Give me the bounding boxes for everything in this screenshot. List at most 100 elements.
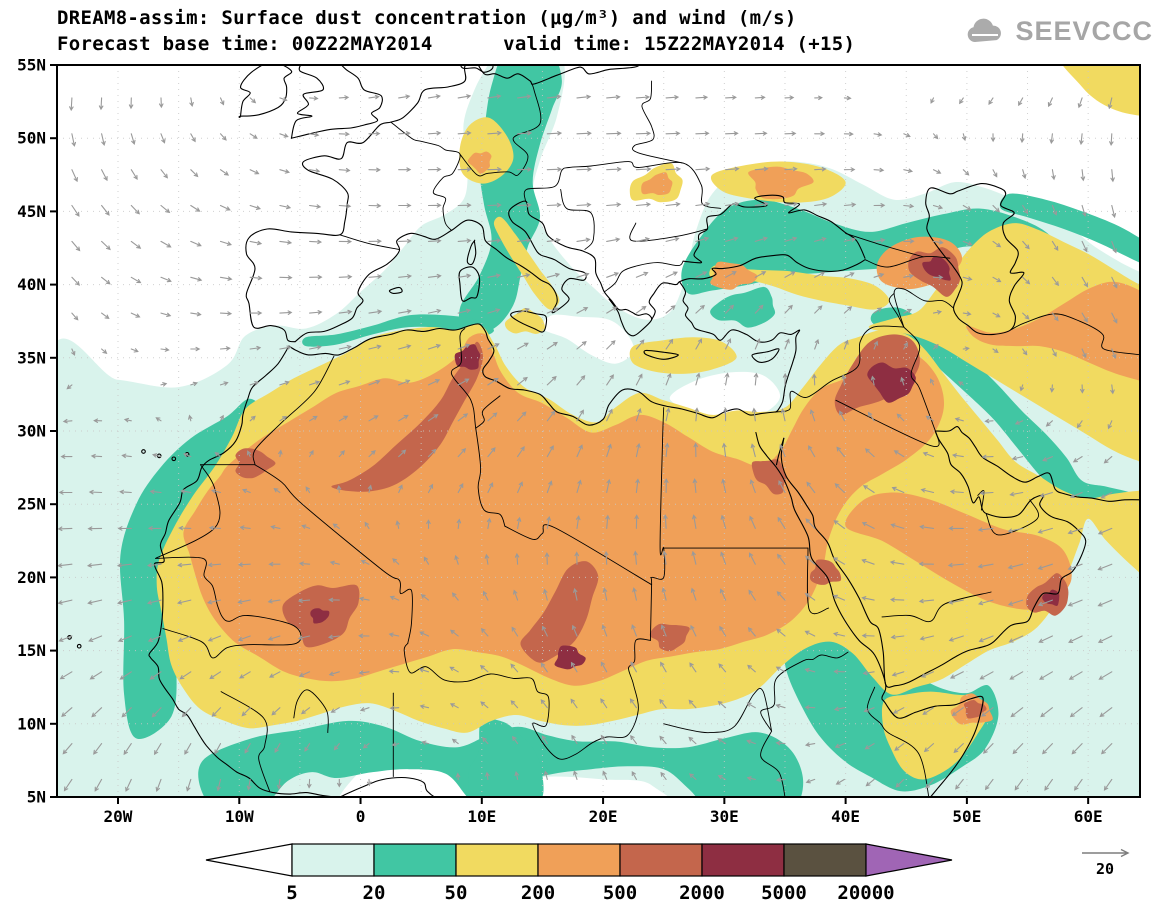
country-border <box>504 524 653 586</box>
country-border <box>888 292 905 328</box>
map-subtitle: Forecast base time: 00Z22MAY2014 valid t… <box>57 33 856 55</box>
country-border <box>629 222 708 242</box>
coastline <box>477 65 641 85</box>
island-mark <box>76 643 82 649</box>
country-border <box>560 188 595 250</box>
colorbar-arrow-left <box>205 843 293 877</box>
country-border <box>774 325 905 413</box>
contour-region-yellow <box>504 307 545 334</box>
lat-tick-label: 40N <box>17 275 46 294</box>
country-border <box>339 234 400 250</box>
colorbar-arrow-right <box>865 843 953 877</box>
country-border <box>881 591 992 623</box>
lat-tick-label: 25N <box>17 495 46 514</box>
lon-tick-label: 20E <box>589 807 618 826</box>
contour-hole-ionian <box>541 314 634 364</box>
coastline <box>290 65 383 139</box>
lat-tick-label: 20N <box>17 568 46 587</box>
contour-region-teal <box>468 718 544 797</box>
country-border <box>1010 313 1140 356</box>
contour-region-yellow <box>493 216 560 310</box>
country-border <box>760 730 786 797</box>
contour-region-yellow <box>629 337 737 374</box>
dust-contours <box>57 65 1140 797</box>
coastline <box>643 349 679 360</box>
map-title: DREAM8-assim: Surface dust concentration… <box>57 7 797 29</box>
country-border <box>893 287 954 328</box>
lon-tick-label: 30E <box>710 807 739 826</box>
country-border <box>903 326 936 432</box>
graticule <box>57 65 1140 797</box>
coastline <box>751 348 780 363</box>
cloud-stripe <box>972 33 999 36</box>
colorbar: 5 20 50 200 500 2000 5000 20000 <box>205 843 953 904</box>
colorbar-segment <box>701 843 785 877</box>
contour-region-maroon <box>310 608 330 624</box>
colorbar-segment <box>291 843 375 877</box>
contour-region-orange <box>966 281 1140 382</box>
coastline <box>934 426 1140 502</box>
country-border <box>663 687 773 734</box>
wind-reference: 20 <box>1082 848 1130 878</box>
lon-tick-label: 10E <box>467 807 496 826</box>
island-mark <box>141 449 146 454</box>
contour-region-brick <box>649 623 690 652</box>
contour-region-brick <box>751 459 787 495</box>
logo-text: SEEVCCC <box>1015 16 1153 46</box>
contour-region-maroon <box>867 362 916 403</box>
contour-hole-se-med <box>669 371 781 420</box>
cloud-icon <box>968 18 1002 42</box>
coastline <box>466 239 477 266</box>
country-border <box>220 691 271 792</box>
lon-tick-label: 20W <box>104 807 133 826</box>
coastline <box>682 194 866 264</box>
contour-region-maroon <box>554 645 586 670</box>
colorbar-segment <box>455 843 539 877</box>
lon-tick-label: 40E <box>831 807 860 826</box>
country-border <box>845 232 924 258</box>
country-border <box>864 255 951 268</box>
contour-region-maroon <box>922 256 951 281</box>
colorbar-label: 500 <box>603 882 637 904</box>
lat-tick-label: 35N <box>17 348 46 367</box>
contour-region-brick <box>520 561 599 663</box>
country-border <box>155 556 302 659</box>
country-border <box>835 399 940 448</box>
lon-tick-label: 10W <box>225 807 254 826</box>
colorbar-segment <box>783 843 867 877</box>
coastline <box>775 437 785 466</box>
country-border <box>866 686 930 797</box>
lat-tick-label: 10N <box>17 714 46 733</box>
contour-region-teal <box>710 286 776 328</box>
wind-reference-arrow <box>1082 848 1130 858</box>
country-border <box>390 121 461 231</box>
country-border <box>252 355 335 466</box>
coastline <box>780 430 1087 688</box>
lon-tick-label: 0 <box>356 807 366 826</box>
country-border <box>806 547 830 615</box>
contour-region-teal <box>999 193 1140 263</box>
coastline <box>238 65 293 118</box>
contour-region-teal <box>870 307 1140 514</box>
country-border <box>459 80 542 177</box>
country-border <box>155 464 221 559</box>
colorbar-label: 50 <box>445 882 468 904</box>
lat-tick-label: 55N <box>17 56 46 75</box>
colorbar-segment <box>619 843 703 877</box>
coastline <box>245 65 467 343</box>
country-border <box>403 638 651 760</box>
wind-vectors <box>57 94 1118 792</box>
coastline <box>148 345 436 797</box>
country-border <box>475 395 501 429</box>
contour-region-yellow <box>1062 65 1140 116</box>
coastlines <box>67 65 1140 797</box>
country-border <box>632 80 684 164</box>
lat-tick-label: 30N <box>17 422 46 441</box>
contour-region-orange <box>845 492 1072 610</box>
colorbar-label: 5 <box>286 882 297 904</box>
coastline <box>290 65 325 139</box>
colorbar-label: 2000 <box>679 882 725 904</box>
contour-region-orange <box>748 166 814 200</box>
colorbar-label: 20000 <box>837 882 894 904</box>
